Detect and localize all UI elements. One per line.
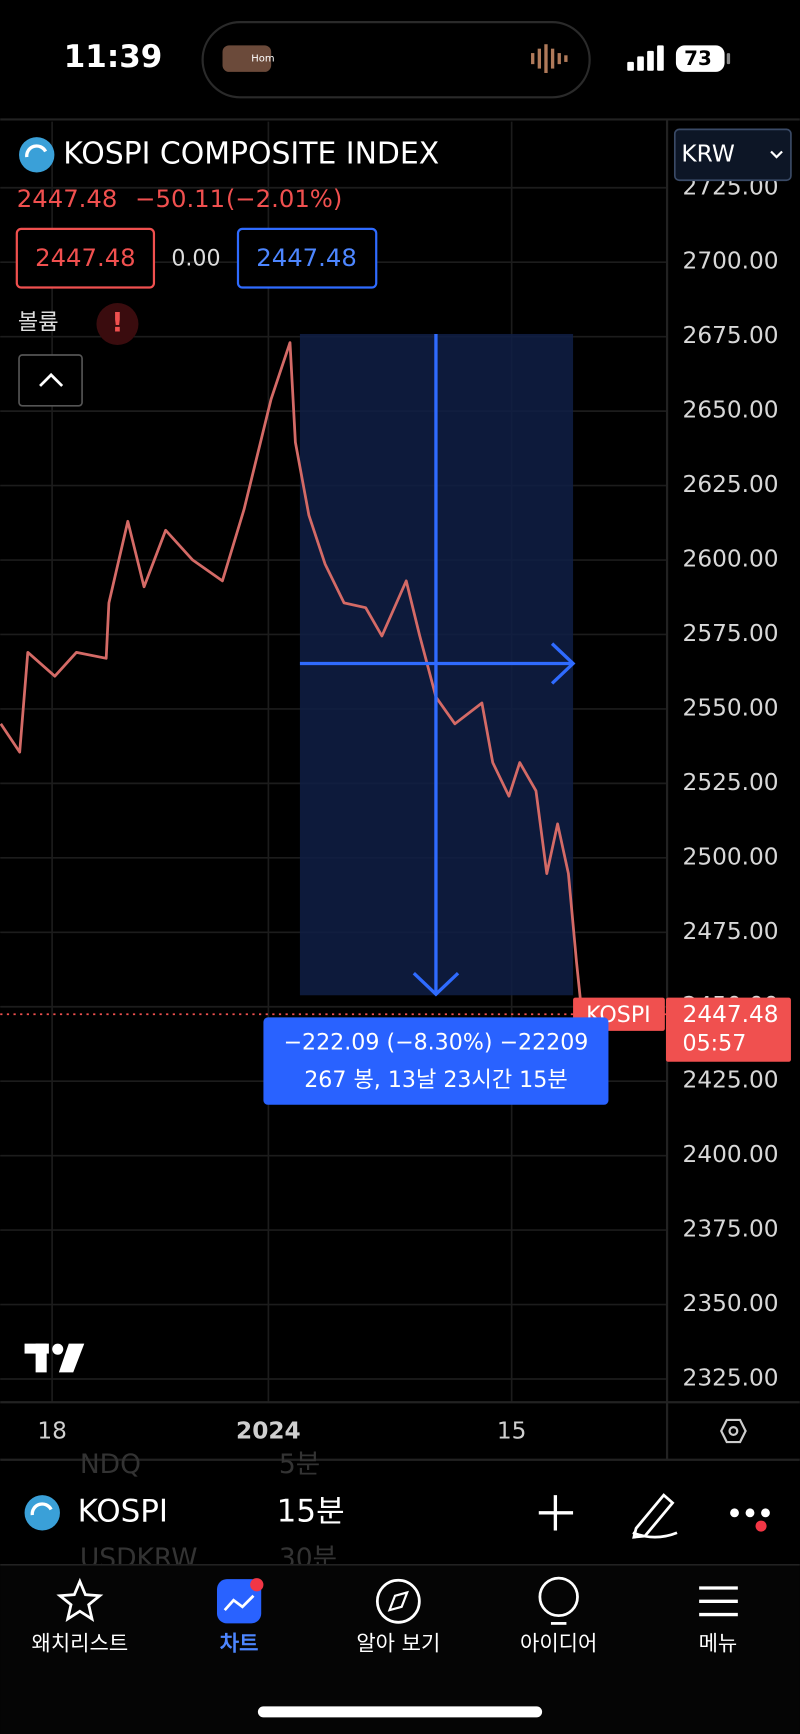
toolbar-logo-mark: [30, 1502, 53, 1516]
currency-button[interactable]: [673, 128, 792, 182]
tradingview-logo: [24, 1343, 85, 1373]
chart-icon-line: [223, 1594, 255, 1612]
menu-icon[interactable]: [699, 1586, 738, 1617]
ideas-icon[interactable]: [538, 1576, 579, 1618]
toolbar-symbol[interactable]: KOSPI: [78, 1493, 168, 1529]
more-button[interactable]: [730, 1508, 770, 1518]
buy-price: 2447.48: [256, 243, 357, 272]
volume-label: 볼륨: [18, 309, 59, 335]
draw-button[interactable]: [632, 1493, 678, 1539]
price-change-pct: (−2.01%): [226, 184, 343, 213]
measure-arrows: [299, 333, 576, 997]
home-indicator: [257, 1706, 543, 1718]
measure-line1: −222.09 (−8.30%) −22209: [284, 1029, 589, 1055]
price-tag-label: 2447.48: [683, 1001, 779, 1028]
audio-wave: [531, 44, 568, 73]
y-tick-label: 2375.00: [683, 1216, 779, 1243]
x-tick-label: 18: [37, 1418, 67, 1445]
y-tick-label: 2475.00: [683, 918, 779, 945]
price-axis: 2325.002350.002375.002400.002425.002450.…: [573, 173, 791, 1392]
buy-button[interactable]: [236, 227, 378, 289]
ghost-interval: 5분: [279, 1449, 320, 1480]
price-tag: [665, 997, 791, 1062]
island-text: Hom: [251, 54, 274, 65]
currency-label: KRW: [681, 140, 734, 167]
last-price: 2447.48: [17, 184, 118, 213]
signal-icon: [627, 45, 664, 71]
explore-icon[interactable]: [375, 1578, 421, 1624]
y-tick-label: 2625.00: [683, 471, 779, 498]
symbol-title: KOSPI COMPOSITE INDEX: [63, 136, 439, 171]
y-tick-label: 2425.00: [683, 1067, 779, 1094]
volume-alert-icon: !: [111, 308, 123, 339]
ghost-symbol: NDQ: [80, 1449, 141, 1480]
y-tick-label: 2575.00: [683, 620, 779, 647]
plot: [0, 341, 668, 1016]
spread: 0.00: [171, 245, 220, 271]
y-tick-label: 2650.00: [683, 397, 779, 424]
measure-label-box: [263, 1017, 609, 1105]
y-tick-label: 2700.00: [683, 248, 779, 275]
tab-label[interactable]: 메뉴: [699, 1630, 738, 1655]
battery-level: 73: [684, 47, 712, 70]
more-badge: [755, 1520, 767, 1532]
island-thumbnail: [222, 45, 272, 72]
tab-label[interactable]: 차트: [220, 1630, 259, 1655]
x-tick-label: 15: [497, 1418, 527, 1445]
symbol-logo: [19, 137, 55, 173]
sell-price: 2447.48: [35, 243, 136, 272]
battery-icon: [675, 45, 725, 72]
settings-dot: [728, 1426, 739, 1436]
y-tick-label: 2550.00: [683, 694, 779, 721]
y-tick-label: 2525.00: [683, 769, 779, 796]
tab-bar: [0, 1564, 800, 1734]
collapse-button[interactable]: [18, 354, 83, 407]
chart-icon[interactable]: [216, 1579, 262, 1624]
countdown-label: 05:57: [683, 1031, 747, 1057]
y-tick-label: 2325.00: [683, 1365, 779, 1392]
measure-line2: 267 봉, 13날 23시간 15분: [304, 1067, 567, 1093]
y-tick-label: 2350.00: [683, 1290, 779, 1317]
tab-label[interactable]: 아이디어: [520, 1630, 597, 1655]
y-tick-label: 2400.00: [683, 1141, 779, 1168]
add-button[interactable]: [538, 1495, 574, 1531]
x-tick-label: 2024: [236, 1418, 301, 1445]
collapse-icon: [39, 372, 64, 387]
watchlist-icon[interactable]: [56, 1577, 104, 1622]
dynamic-island: [201, 21, 591, 99]
tab-label[interactable]: 왜치리스트: [32, 1630, 129, 1655]
settings-button[interactable]: [720, 1418, 747, 1444]
currency-caret: [770, 150, 783, 159]
price-line: [0, 341, 584, 1015]
price-change: −50.11: [135, 184, 225, 213]
toolbar-logo: [24, 1495, 60, 1531]
battery-tip: [726, 53, 731, 65]
toolbar-interval[interactable]: 15분: [277, 1493, 345, 1529]
tab-label[interactable]: 알아 보기: [356, 1630, 440, 1655]
sell-button[interactable]: [15, 227, 156, 289]
y-tick-label: 2600.00: [683, 546, 779, 573]
time-axis: 18 2024 15: [37, 1418, 526, 1445]
chart-badge: [250, 1578, 264, 1592]
explore-needle: [387, 1590, 410, 1612]
status-time: 11:39: [64, 39, 163, 75]
y-tick-label: 2675.00: [683, 322, 779, 349]
volume-alert[interactable]: [96, 303, 139, 346]
y-tick-label: 2500.00: [683, 843, 779, 870]
symbol-logo-mark: [25, 144, 48, 158]
